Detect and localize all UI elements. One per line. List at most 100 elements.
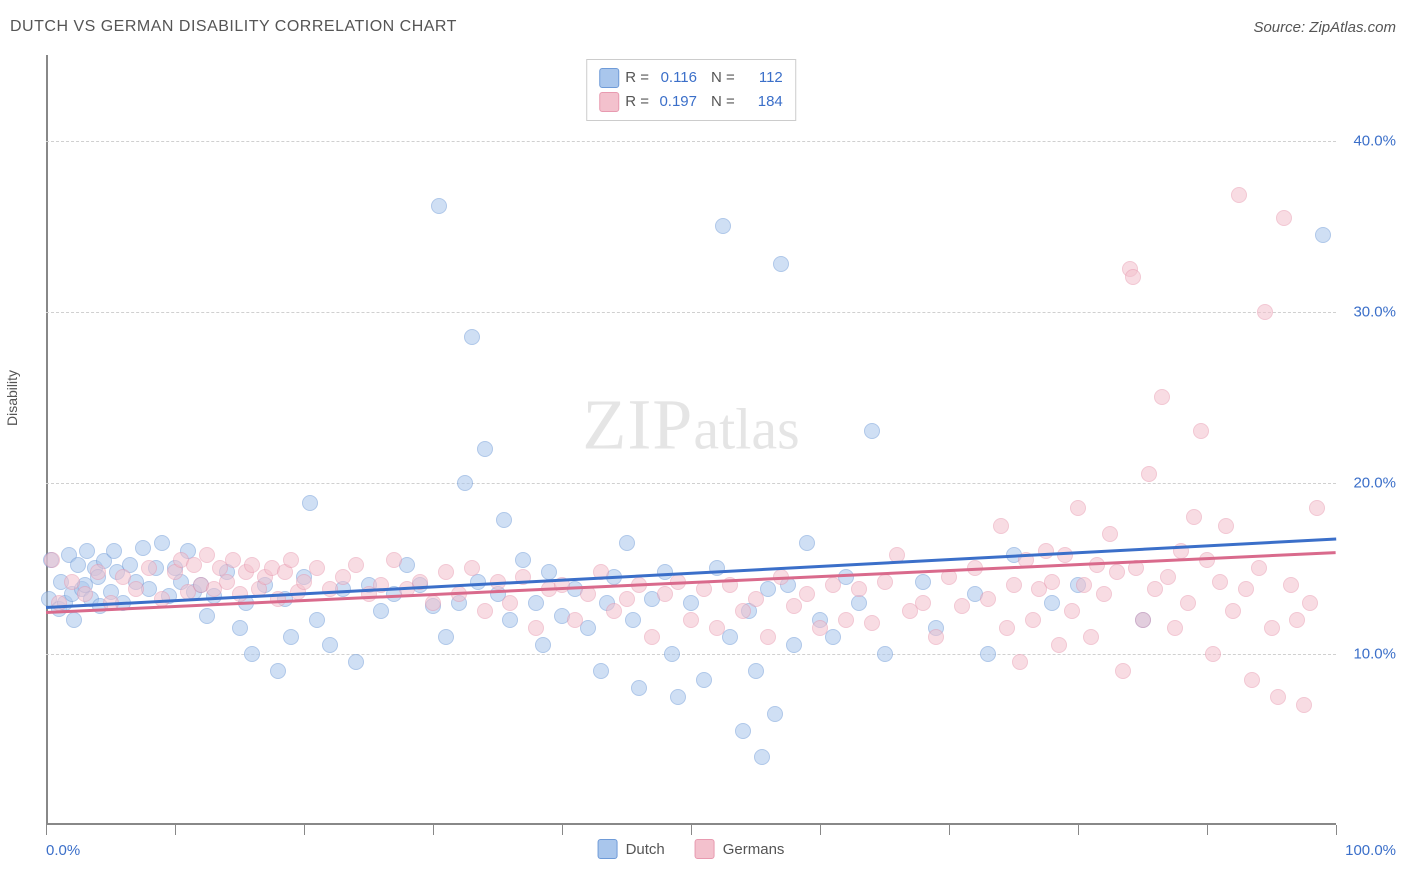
data-point <box>864 423 880 439</box>
data-point <box>1083 629 1099 645</box>
data-point <box>219 574 235 590</box>
data-point <box>528 620 544 636</box>
data-point <box>322 581 338 597</box>
data-point <box>270 663 286 679</box>
data-point <box>1225 603 1241 619</box>
data-point <box>244 557 260 573</box>
data-point <box>1309 500 1325 516</box>
legend-r-value: 0.116 <box>655 66 697 90</box>
data-point <box>1125 269 1141 285</box>
data-point <box>477 441 493 457</box>
y-axis-line <box>46 55 48 825</box>
data-point <box>1167 620 1183 636</box>
data-point <box>528 595 544 611</box>
data-point <box>715 218 731 234</box>
data-point <box>106 543 122 559</box>
data-point <box>735 723 751 739</box>
data-point <box>1205 646 1221 662</box>
data-point <box>670 689 686 705</box>
data-point <box>773 256 789 272</box>
data-point <box>1141 466 1157 482</box>
y-axis-label: Disability <box>4 370 20 426</box>
grid-line <box>46 654 1336 655</box>
data-point <box>683 595 699 611</box>
legend-r-value: 0.197 <box>655 90 697 114</box>
data-point <box>812 620 828 636</box>
series-legend: DutchGermans <box>598 839 785 859</box>
data-point <box>1218 518 1234 534</box>
data-point <box>1231 187 1247 203</box>
data-point <box>515 552 531 568</box>
data-point <box>1044 595 1060 611</box>
x-tick-label: 100.0% <box>1345 842 1396 859</box>
data-point <box>1302 595 1318 611</box>
data-point <box>1154 389 1170 405</box>
data-point <box>348 654 364 670</box>
data-point <box>915 574 931 590</box>
chart-title: DUTCH VS GERMAN DISABILITY CORRELATION C… <box>10 18 457 36</box>
legend-n-label: N = <box>711 90 735 114</box>
data-point <box>141 560 157 576</box>
x-tick <box>820 825 821 835</box>
data-point <box>1102 526 1118 542</box>
data-point <box>386 552 402 568</box>
data-point <box>709 560 725 576</box>
legend-item: Germans <box>695 839 785 859</box>
data-point <box>66 612 82 628</box>
data-point <box>767 706 783 722</box>
data-point <box>1076 577 1092 593</box>
data-point <box>115 569 131 585</box>
data-point <box>496 512 512 528</box>
x-tick <box>175 825 176 835</box>
data-point <box>438 629 454 645</box>
legend-swatch <box>695 839 715 859</box>
data-point <box>128 581 144 597</box>
data-point <box>1044 574 1060 590</box>
data-point <box>1115 663 1131 679</box>
data-point <box>1051 637 1067 653</box>
data-point <box>1186 509 1202 525</box>
data-point <box>302 495 318 511</box>
correlation-legend: R =0.116N =112R =0.197N =184 <box>586 59 796 121</box>
data-point <box>1238 581 1254 597</box>
data-point <box>980 591 996 607</box>
data-point <box>657 586 673 602</box>
data-point <box>77 586 93 602</box>
data-point <box>851 581 867 597</box>
data-point <box>1276 210 1292 226</box>
data-point <box>135 540 151 556</box>
data-point <box>1160 569 1176 585</box>
legend-row: R =0.116N =112 <box>599 66 783 90</box>
data-point <box>877 646 893 662</box>
legend-row: R =0.197N =184 <box>599 90 783 114</box>
legend-swatch <box>599 92 619 112</box>
x-tick <box>562 825 563 835</box>
data-point <box>309 560 325 576</box>
data-point <box>1212 574 1228 590</box>
chart-area: ZIPatlas R =0.116N =112R =0.197N =184 10… <box>46 55 1336 825</box>
data-point <box>335 569 351 585</box>
data-point <box>296 574 312 590</box>
data-point <box>1135 612 1151 628</box>
grid-line <box>46 483 1336 484</box>
data-point <box>631 680 647 696</box>
data-point <box>593 663 609 679</box>
data-point <box>1283 577 1299 593</box>
data-point <box>760 581 776 597</box>
data-point <box>786 598 802 614</box>
data-point <box>825 577 841 593</box>
data-point <box>541 564 557 580</box>
data-point <box>457 475 473 491</box>
data-point <box>735 603 751 619</box>
grid-line <box>46 141 1336 142</box>
data-point <box>1244 672 1260 688</box>
data-point <box>786 637 802 653</box>
data-point <box>877 574 893 590</box>
data-point <box>64 574 80 590</box>
data-point <box>1025 612 1041 628</box>
data-point <box>502 612 518 628</box>
data-point <box>90 564 106 580</box>
data-point <box>799 535 815 551</box>
y-tick-label: 30.0% <box>1353 303 1396 320</box>
data-point <box>748 663 764 679</box>
